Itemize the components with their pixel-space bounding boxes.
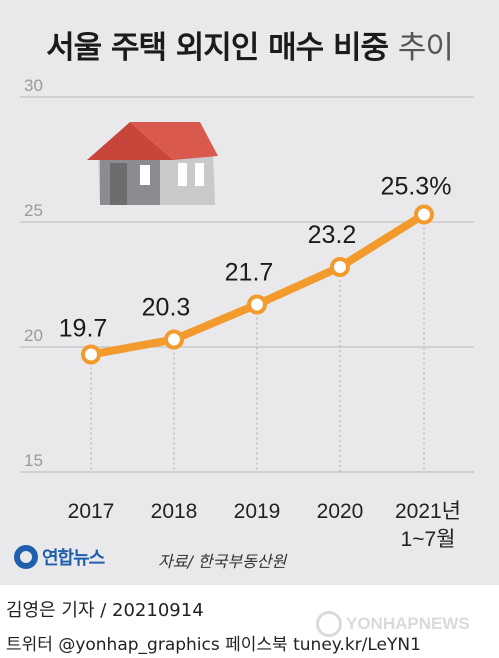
data-label: 20.3 <box>142 294 191 322</box>
x-tick-label: 2021년 1~7월 <box>395 500 461 551</box>
watermark-text: YONHAPNEWS <box>346 614 470 633</box>
data-point <box>164 329 184 350</box>
y-tick-label: 30 <box>24 76 43 95</box>
chart-title-suffix: 추이 <box>397 30 454 66</box>
x-tick-label: 2020 <box>317 500 364 523</box>
house-illustration <box>87 122 218 205</box>
data-point <box>81 344 101 365</box>
yonhap-logo: 연합뉴스 <box>14 542 105 572</box>
line-chart: 30 25 20 15 19.7 20.3 21.7 23.2 25.3% 2017 2018 20… <box>20 76 474 551</box>
y-tick-label: 25 <box>24 201 43 220</box>
chart-title-main: 서울 주택 외지인 매수 비중 <box>46 30 389 66</box>
y-tick-label: 20 <box>24 326 43 345</box>
watermark: YONHAPNEWS <box>316 611 470 637</box>
x-tick-label: 2019 <box>234 500 281 523</box>
data-point <box>247 294 267 315</box>
watermark-icon <box>316 611 342 637</box>
data-label: 21.7 <box>225 259 274 287</box>
source-note: 자료/ 한국부동산원 <box>158 552 287 571</box>
x-tick-label: 2018 <box>151 500 198 523</box>
data-point <box>414 204 434 225</box>
data-label: 25.3% <box>381 173 452 201</box>
data-label: 23.2 <box>308 221 357 249</box>
x-tick-label: 2017 <box>68 500 115 523</box>
yonhap-logo-text: 연합뉴스 <box>42 548 105 569</box>
data-label: 19.7 <box>59 315 108 343</box>
y-tick-label: 15 <box>24 451 43 470</box>
social-credit: 트위터 @yonhap_graphics 페이스북 tuney.kr/LeYN1 <box>6 635 421 655</box>
chart-title: 서울 주택 외지인 매수 비중 추이 <box>0 22 499 67</box>
data-point <box>330 257 350 277</box>
reporter-credit: 김영은 기자 / 20210914 <box>6 600 204 621</box>
yonhap-logo-icon <box>14 545 38 569</box>
